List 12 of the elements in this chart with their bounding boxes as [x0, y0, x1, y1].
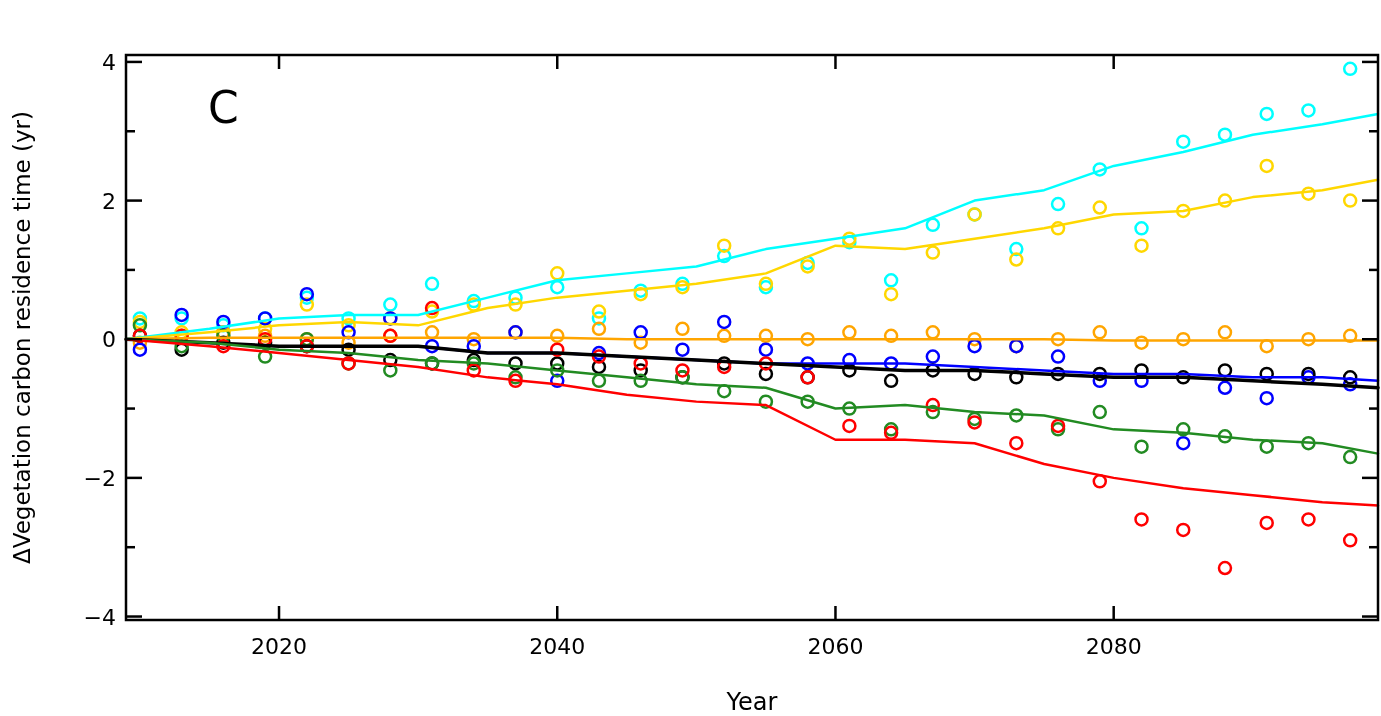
y-tick-label: −4: [83, 604, 116, 630]
x-tick-label: 2080: [1085, 634, 1142, 659]
y-tick-label: 4: [102, 49, 116, 75]
x-tick-label: 2060: [807, 634, 864, 659]
annotation: C: [208, 82, 239, 133]
x-axis-title: Year: [725, 688, 778, 716]
x-tick-label: 2040: [529, 634, 586, 659]
x-tick-label: 2020: [251, 634, 308, 659]
y-tick-label: 0: [102, 327, 116, 353]
y-tick-label: −2: [83, 465, 116, 491]
y-axis-title: ΔVegetation carbon residence time (yr): [9, 110, 35, 565]
y-tick-label: 2: [102, 188, 116, 214]
